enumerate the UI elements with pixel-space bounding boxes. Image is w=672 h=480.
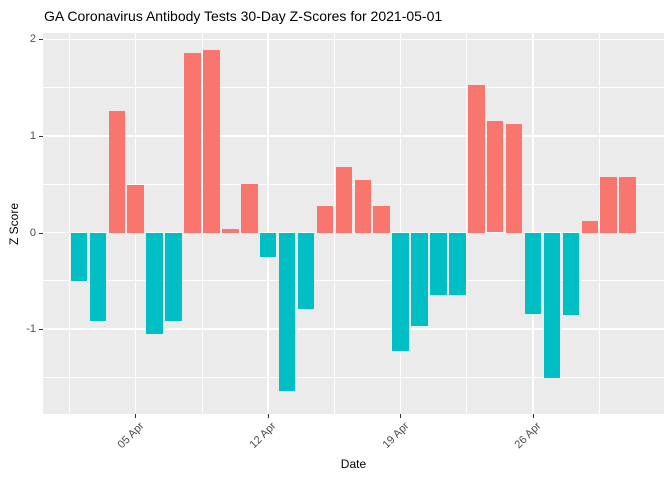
bar <box>619 177 636 233</box>
bar <box>278 232 296 391</box>
gridline-horizontal-minor <box>42 183 665 185</box>
bar <box>127 185 144 233</box>
bar <box>392 232 409 352</box>
bar <box>316 206 334 233</box>
x-axis-tick <box>267 414 269 418</box>
bar <box>505 124 523 233</box>
bar <box>184 52 201 233</box>
gridline-horizontal-major <box>42 328 665 330</box>
gridline-horizontal-minor <box>42 376 665 378</box>
bar <box>108 110 126 233</box>
y-axis-tick <box>39 329 43 331</box>
gridline-vertical-major <box>399 32 402 414</box>
bar <box>581 220 599 233</box>
bar <box>70 232 88 281</box>
gridline-vertical-minor <box>598 32 600 414</box>
bar <box>222 228 239 233</box>
bar <box>165 232 182 322</box>
bar <box>468 84 485 233</box>
bar <box>543 232 561 379</box>
gridline-horizontal-minor <box>42 280 665 282</box>
bar <box>335 166 353 233</box>
bar <box>600 176 617 233</box>
bar <box>297 232 315 309</box>
gridline-vertical-major <box>267 32 269 414</box>
y-tick-label: 1 <box>29 129 36 142</box>
y-axis-title: Z Score <box>7 203 21 246</box>
gridline-horizontal-major <box>42 38 665 41</box>
y-axis-tick <box>39 232 43 234</box>
bar <box>449 232 466 296</box>
gridline-vertical-minor <box>334 32 335 414</box>
x-axis-tick <box>532 414 534 418</box>
bar <box>89 232 107 322</box>
bar <box>411 232 428 327</box>
y-tick-label: 2 <box>29 33 36 46</box>
y-tick-label: -1 <box>26 323 36 336</box>
bar <box>146 232 163 334</box>
y-axis-tick <box>39 135 43 137</box>
gridline-vertical-minor <box>201 32 203 414</box>
bar <box>354 180 372 233</box>
bar <box>524 232 542 314</box>
chart-title: GA Coronavirus Antibody Tests 30-Day Z-S… <box>44 8 443 24</box>
bar <box>562 232 580 315</box>
bar <box>373 206 390 233</box>
bar <box>259 232 277 257</box>
gridline-horizontal-major <box>42 231 665 234</box>
y-tick-label: 0 <box>29 226 36 239</box>
gridline-horizontal-major <box>42 135 665 137</box>
y-axis-tick <box>39 39 43 41</box>
gridline-vertical-minor <box>69 32 70 414</box>
x-axis-tick <box>135 414 137 418</box>
gridline-vertical-major <box>532 32 534 414</box>
plot-panel <box>42 32 665 414</box>
bar <box>241 184 258 233</box>
x-axis-tick <box>400 414 402 418</box>
bar <box>486 121 504 233</box>
bar <box>430 232 447 296</box>
bar <box>203 50 220 233</box>
gridline-horizontal-minor <box>42 87 665 89</box>
gridline-vertical-minor <box>466 32 468 414</box>
x-axis-title: Date <box>340 457 367 471</box>
